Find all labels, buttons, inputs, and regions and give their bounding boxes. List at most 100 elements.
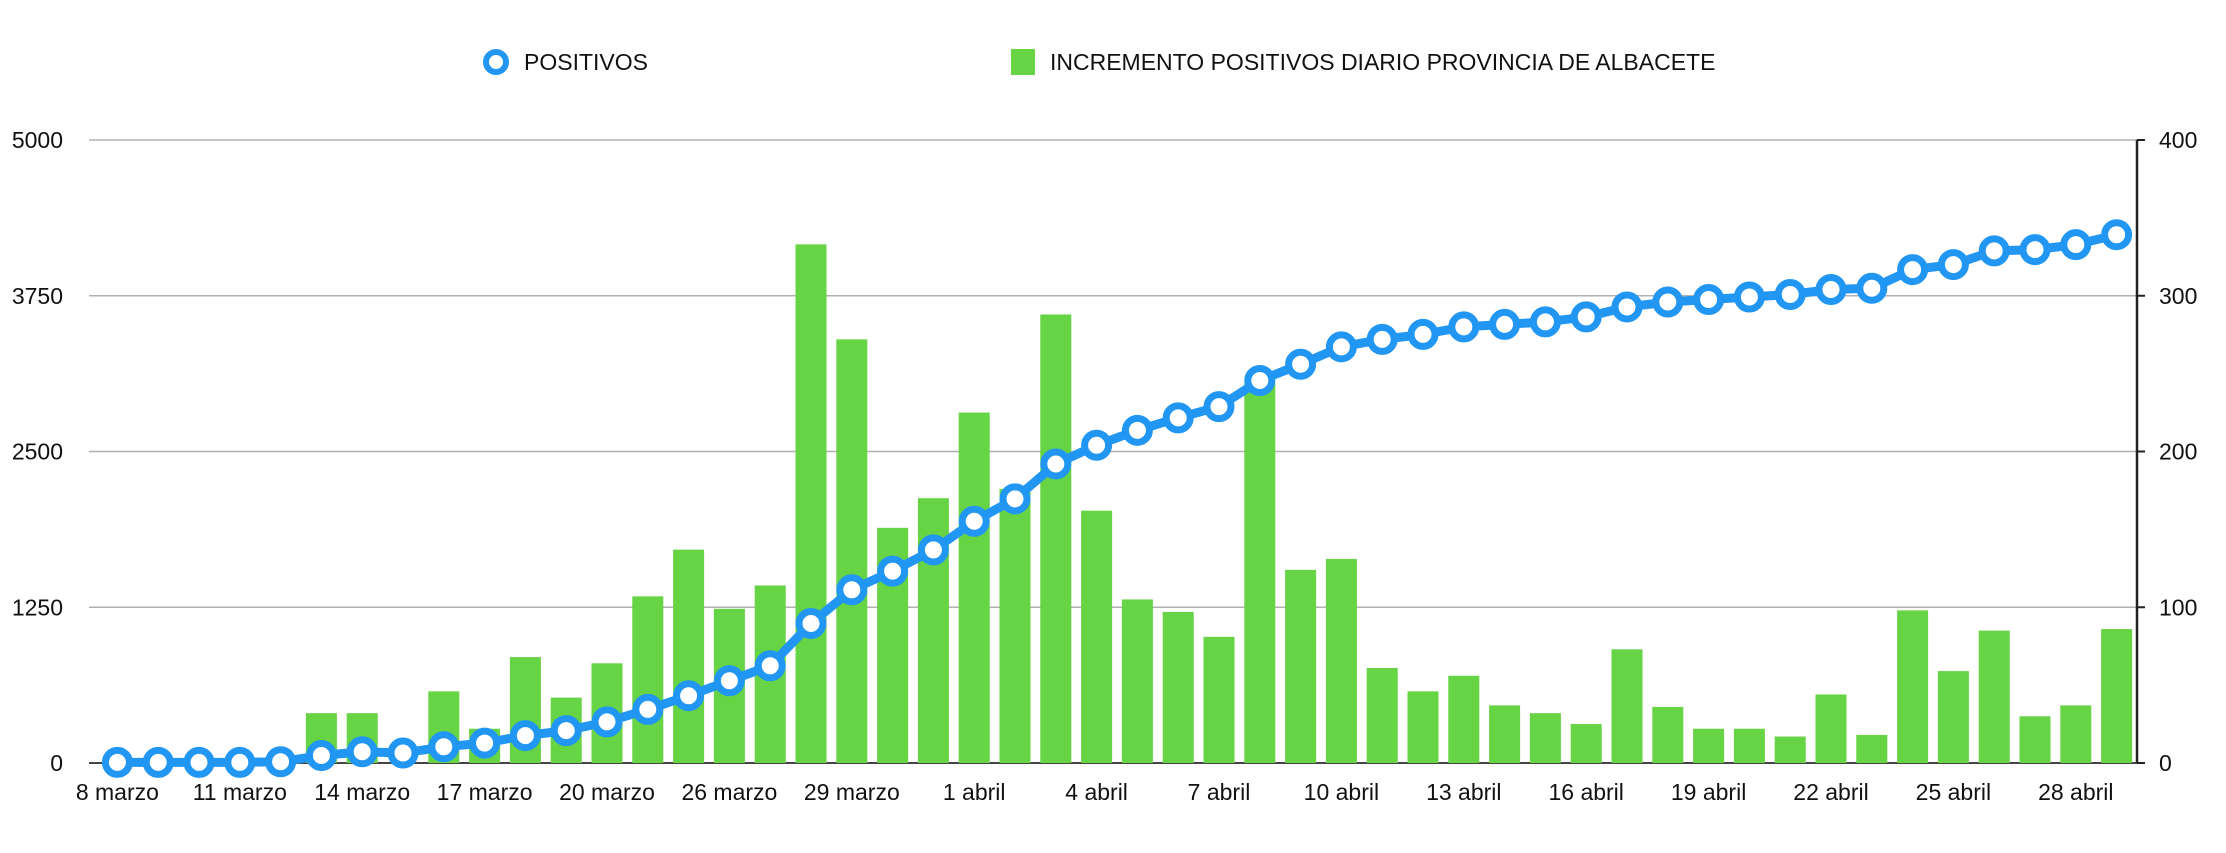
bar bbox=[1366, 667, 1398, 763]
bar bbox=[958, 412, 990, 763]
line-point bbox=[183, 746, 215, 778]
x-tick-label: 19 abril bbox=[1671, 779, 1746, 805]
bar bbox=[632, 596, 664, 763]
x-tick-label: 14 marzo bbox=[314, 779, 410, 805]
bar bbox=[1121, 599, 1153, 763]
line-point bbox=[1407, 318, 1439, 350]
line-point bbox=[1652, 286, 1684, 318]
line-point bbox=[550, 715, 582, 747]
bar bbox=[1529, 713, 1561, 763]
bar bbox=[2060, 705, 2092, 763]
line-point bbox=[632, 693, 664, 725]
y-left-tick-label: 2500 bbox=[12, 439, 63, 465]
line-point bbox=[1978, 235, 2010, 267]
line-point bbox=[1489, 308, 1521, 340]
line-point bbox=[224, 746, 256, 778]
line-point bbox=[1733, 281, 1765, 313]
bar bbox=[1774, 736, 1806, 763]
line-point bbox=[713, 665, 745, 697]
x-tick-label: 4 abril bbox=[1065, 779, 1128, 805]
legend-bar-marker bbox=[1011, 49, 1035, 75]
line-point bbox=[1529, 306, 1561, 338]
bar bbox=[1815, 694, 1847, 763]
line-point bbox=[754, 650, 786, 682]
line-point bbox=[591, 706, 623, 738]
line-point bbox=[1121, 414, 1153, 446]
line-point bbox=[1162, 402, 1194, 434]
line-point bbox=[1040, 448, 1072, 480]
bar bbox=[1978, 630, 2010, 763]
bar bbox=[1937, 671, 1969, 763]
bar bbox=[1162, 611, 1194, 763]
x-tick-label: 20 marzo bbox=[559, 779, 655, 805]
line-point bbox=[1244, 364, 1276, 396]
y-left-tick-label: 3750 bbox=[12, 283, 63, 309]
bar bbox=[1285, 569, 1317, 763]
line-point bbox=[1937, 249, 1969, 281]
line-point bbox=[1693, 283, 1725, 315]
x-tick-label: 28 abril bbox=[2038, 779, 2113, 805]
bar bbox=[1856, 734, 1888, 763]
x-tick-label: 26 marzo bbox=[681, 779, 777, 805]
line-point bbox=[1570, 301, 1602, 333]
bar bbox=[2101, 629, 2133, 763]
bar bbox=[1203, 636, 1235, 763]
line-point bbox=[1081, 429, 1113, 461]
y-right-tick-label: 200 bbox=[2159, 439, 2197, 465]
x-tick-label: 16 abril bbox=[1548, 779, 1623, 805]
line-point bbox=[509, 720, 541, 752]
x-tick-label: 25 abril bbox=[1916, 779, 1991, 805]
line-point bbox=[346, 736, 378, 768]
line-point bbox=[673, 680, 705, 712]
bar bbox=[1407, 691, 1439, 763]
y-right-tick-label: 0 bbox=[2159, 750, 2172, 776]
bar bbox=[1448, 675, 1480, 763]
bar bbox=[795, 244, 827, 764]
bar bbox=[1325, 558, 1357, 763]
line-point bbox=[999, 483, 1031, 515]
line-point bbox=[387, 737, 419, 769]
bar bbox=[1611, 649, 1643, 763]
y-left-tick-label: 0 bbox=[50, 750, 63, 776]
line-point bbox=[142, 746, 174, 778]
bar bbox=[2019, 716, 2051, 763]
y-right-tick-label: 300 bbox=[2159, 283, 2197, 309]
line-point bbox=[1203, 391, 1235, 423]
y-right-tick-label: 400 bbox=[2159, 127, 2197, 153]
y-right-tick-label: 100 bbox=[2159, 594, 2197, 620]
line-point bbox=[2060, 229, 2092, 261]
line-point bbox=[917, 534, 949, 566]
line-point bbox=[1325, 331, 1357, 363]
line-point bbox=[958, 505, 990, 537]
bar bbox=[1897, 610, 1929, 763]
legend-label-positivos: POSITIVOS bbox=[524, 49, 648, 75]
line-point bbox=[1611, 291, 1643, 323]
line-point bbox=[2019, 234, 2051, 266]
line-point bbox=[1897, 254, 1929, 286]
bar bbox=[1693, 728, 1725, 763]
x-tick-label: 29 marzo bbox=[804, 779, 900, 805]
legend-label-incremento: INCREMENTO POSITIVOS DIARIO PROVINCIA DE… bbox=[1050, 49, 1715, 75]
legend-line-marker bbox=[483, 49, 509, 75]
bar bbox=[999, 488, 1031, 763]
y-left-tick-label: 5000 bbox=[12, 127, 63, 153]
line-point bbox=[877, 555, 909, 587]
y-left-tick-label: 1250 bbox=[12, 594, 63, 620]
x-tick-label: 1 abril bbox=[943, 779, 1006, 805]
bar bbox=[1489, 705, 1521, 763]
x-tick-label: 11 marzo bbox=[193, 779, 287, 805]
line-point bbox=[305, 740, 337, 772]
line-point bbox=[1856, 272, 1888, 304]
line-point bbox=[1285, 348, 1317, 380]
bar bbox=[1570, 724, 1602, 763]
line-point bbox=[1366, 323, 1398, 355]
bar bbox=[836, 339, 868, 763]
line-point bbox=[2101, 219, 2133, 251]
line-point bbox=[101, 746, 133, 778]
bar bbox=[1652, 706, 1684, 763]
bar bbox=[673, 549, 705, 763]
x-tick-label: 7 abril bbox=[1188, 779, 1251, 805]
line-point bbox=[428, 731, 460, 763]
